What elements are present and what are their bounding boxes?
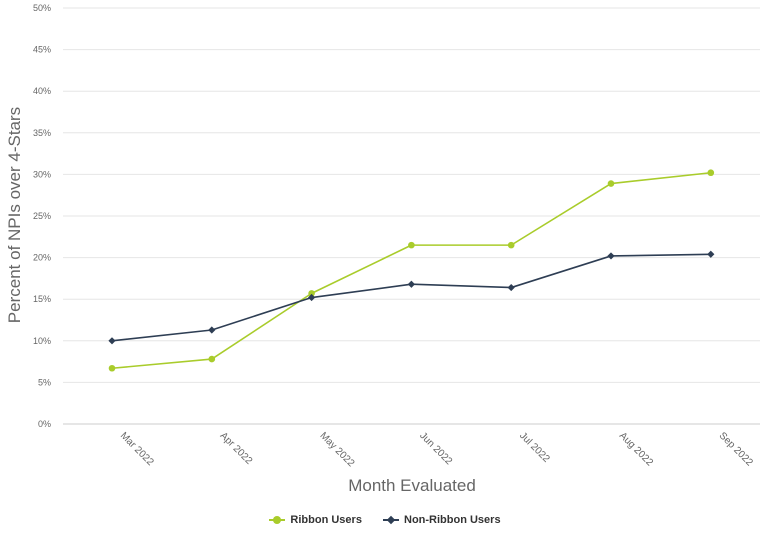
line-chart: 0% 5% 10% 15% 20% 25% 30% 35% 40% 45% 50% Mar 2022… xyxy=(5,3,760,495)
data-point-ribbon-users xyxy=(707,169,715,177)
x-tick-label: Jul 2022 xyxy=(517,430,552,465)
series xyxy=(108,169,715,372)
legend-swatch-non-ribbon-users xyxy=(383,515,399,525)
y-tick-label: 50% xyxy=(33,3,51,13)
data-point-ribbon-users xyxy=(308,290,315,297)
y-tick-label: 0% xyxy=(38,419,51,429)
data-point-non-ribbon-users xyxy=(507,283,515,292)
x-axis-title: Month Evaluated xyxy=(348,476,476,495)
data-point-ribbon-users xyxy=(408,241,415,249)
legend: Ribbon Users Non-Ribbon Users xyxy=(0,514,770,528)
data-point-non-ribbon-users xyxy=(707,250,715,258)
x-tick-label: Apr 2022 xyxy=(218,430,255,467)
x-tick-label: Sep 2022 xyxy=(717,430,755,468)
gridlines xyxy=(63,7,760,425)
y-tick-label: 15% xyxy=(33,294,51,304)
x-tick-label: Jun 2022 xyxy=(417,430,454,467)
data-point-non-ribbon-users xyxy=(308,293,316,302)
data-point-ribbon-users xyxy=(108,364,116,372)
data-point-ribbon-users xyxy=(507,241,515,249)
y-tick-label: 30% xyxy=(33,169,51,179)
data-point-non-ribbon-users xyxy=(607,252,615,260)
x-tick-label: Mar 2022 xyxy=(118,430,156,468)
y-tick-label: 10% xyxy=(33,336,51,346)
y-tick-label: 45% xyxy=(33,45,51,55)
data-point-non-ribbon-users xyxy=(108,337,116,345)
series-line-non-ribbon-users xyxy=(111,253,711,342)
legend-item-non-ribbon-users[interactable]: Non-Ribbon Users xyxy=(383,514,501,526)
y-tick-label: 20% xyxy=(33,253,51,263)
x-tick-label: Aug 2022 xyxy=(617,430,655,468)
y-tick-label: 25% xyxy=(33,211,51,221)
x-tick-label: May 2022 xyxy=(317,430,356,469)
legend-label-non-ribbon-users: Non-Ribbon Users xyxy=(404,514,501,526)
y-tick-label: 35% xyxy=(33,128,51,138)
legend-label-ribbon-users: Ribbon Users xyxy=(290,514,362,526)
y-axis-title: Percent of NPIs over 4-Stars xyxy=(5,107,24,323)
series-line-ribbon-users xyxy=(111,171,711,370)
data-point-ribbon-users xyxy=(607,180,615,187)
data-point-non-ribbon-users xyxy=(407,280,415,288)
y-tick-label: 5% xyxy=(38,377,51,387)
legend-item-ribbon-users[interactable]: Ribbon Users xyxy=(269,514,362,526)
legend-swatch-ribbon-users xyxy=(269,515,286,525)
x-axis-ticks: Mar 2022 Apr 2022 May 2022 Jun 2022 Jul 2022… xyxy=(118,430,755,469)
y-axis-ticks: 0% 5% 10% 15% 20% 25% 30% 35% 40% 45% 50% xyxy=(33,3,51,429)
data-point-ribbon-users xyxy=(208,355,216,363)
data-point-non-ribbon-users xyxy=(208,326,216,334)
y-tick-label: 40% xyxy=(33,86,51,96)
